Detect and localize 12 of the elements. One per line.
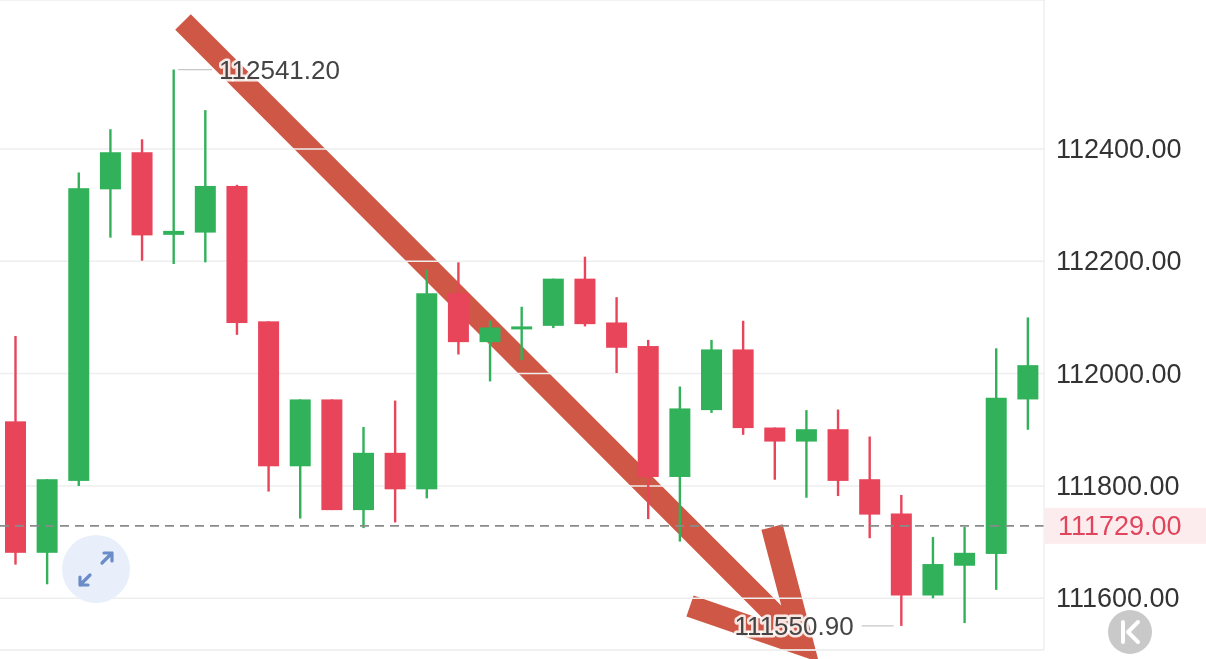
candlestick <box>511 305 533 362</box>
candlestick <box>163 68 185 266</box>
candlestick <box>479 319 501 383</box>
y-tick-label: 112400.00 <box>1056 133 1182 164</box>
y-tick-label: 112200.00 <box>1056 246 1182 277</box>
candlestick <box>764 426 786 481</box>
candlestick <box>954 525 976 625</box>
ref-line-label: 111729.00 <box>1058 510 1182 541</box>
y-tick-label: 111600.00 <box>1056 583 1180 614</box>
y-tick-label: 112000.00 <box>1056 358 1182 389</box>
y-tick-label: 111800.00 <box>1056 470 1180 501</box>
candlestick <box>795 408 817 499</box>
